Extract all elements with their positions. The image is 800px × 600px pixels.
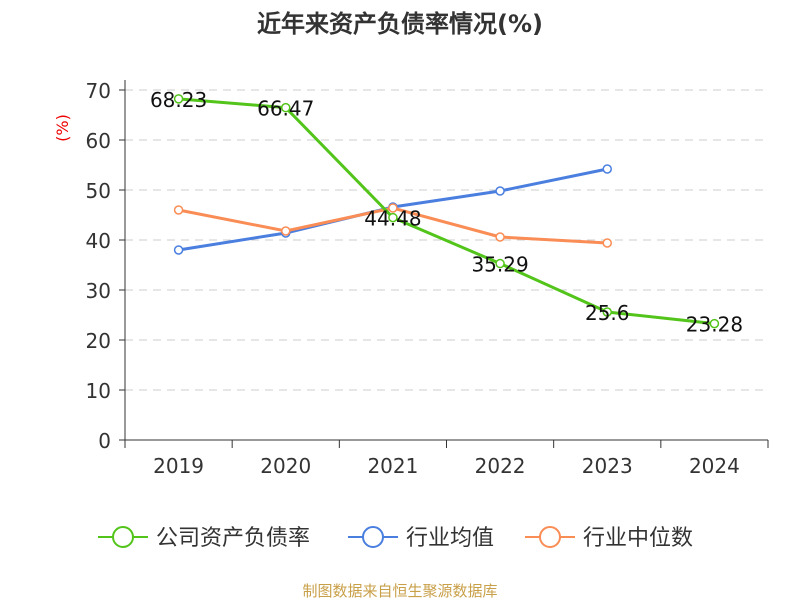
- data-label: 35.29: [471, 253, 528, 277]
- data-point: [602, 307, 612, 317]
- chart-title: 近年来资产负债率情况(%): [257, 10, 543, 38]
- y-tick-label: 30: [86, 279, 111, 303]
- y-tick-label: 0: [98, 429, 111, 453]
- x-tick-label: 2019: [153, 454, 204, 478]
- series-line-0: [178, 97, 715, 326]
- data-point: [602, 164, 612, 174]
- data-label: 44.48: [364, 207, 421, 231]
- y-tick-label: 20: [86, 329, 111, 353]
- data-point: [281, 226, 291, 236]
- legend-marker-icon: [112, 526, 134, 548]
- x-tick-label: 2020: [260, 454, 311, 478]
- data-label: 23.28: [686, 313, 743, 337]
- data-point: [388, 203, 398, 213]
- source-note: 制图数据来自恒生聚源数据库: [302, 582, 497, 600]
- x-tick-label: 2021: [367, 454, 418, 478]
- data-point: [602, 238, 612, 248]
- data-point: [173, 245, 184, 255]
- legend-label: 公司资产负债率: [156, 526, 310, 551]
- legend-label: 行业均值: [406, 526, 494, 551]
- legend-label: 行业中位数: [583, 526, 693, 551]
- y-tick-label: 40: [86, 229, 111, 253]
- data-point: [495, 232, 505, 242]
- data-point: [709, 318, 720, 329]
- x-tick-label: 2023: [582, 454, 633, 478]
- data-label: 68.23: [150, 88, 207, 112]
- data-label: 66.47: [257, 97, 314, 121]
- legend-marker-icon: [539, 526, 561, 548]
- data-point: [173, 94, 184, 104]
- data-point: [388, 212, 398, 223]
- y-tick-label: 60: [86, 129, 111, 153]
- y-axis-label: (%): [53, 114, 72, 142]
- y-tick-label: 50: [86, 179, 111, 203]
- x-tick-label: 2022: [475, 454, 526, 478]
- x-tick-label: 2024: [689, 454, 740, 478]
- y-tick-label: 10: [86, 379, 111, 403]
- data-point: [495, 186, 505, 196]
- data-point: [495, 258, 505, 269]
- legend-marker-icon: [362, 526, 384, 548]
- y-tick-label: 70: [86, 79, 111, 103]
- data-point: [281, 102, 291, 113]
- data-label: 25.6: [585, 301, 630, 325]
- data-point: [173, 205, 184, 215]
